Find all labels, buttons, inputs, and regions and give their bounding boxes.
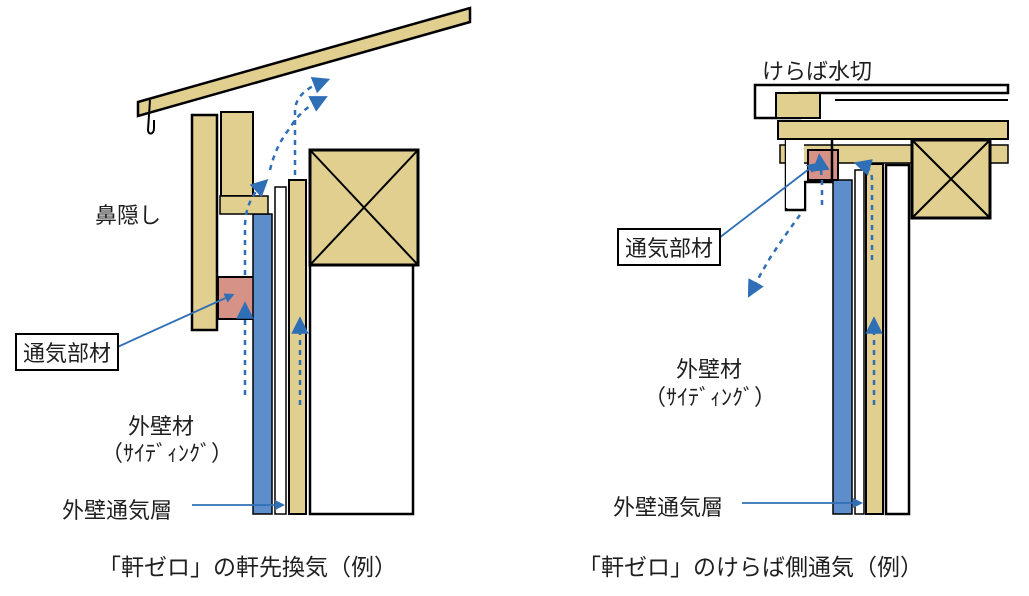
caption-right: 「軒ゼロ」のけらば側通気（例） bbox=[578, 548, 923, 582]
right-diagram bbox=[719, 85, 1008, 514]
diagram-canvas: 鼻隠し 通気部材 外壁材 （ｻｲﾃﾞｨﾝｸﾞ） 外壁通気層 「軒ゼロ」の軒先換気… bbox=[0, 0, 1029, 596]
label-vent-layer-right: 外壁通気層 bbox=[613, 490, 723, 522]
label-vent-part-left: 通気部材 bbox=[15, 333, 119, 371]
label-fascia: 鼻隠し bbox=[95, 198, 161, 230]
label-vent-part-right: 通気部材 bbox=[617, 228, 721, 266]
caption-left: 「軒ゼロ」の軒先換気（例） bbox=[98, 548, 397, 582]
label-drip: けらば水切 bbox=[762, 54, 872, 86]
label-siding-sub-right: （ｻｲﾃﾞｨﾝｸﾞ） bbox=[644, 380, 776, 412]
label-siding-sub-left: （ｻｲﾃﾞｨﾝｸﾞ） bbox=[101, 436, 233, 468]
label-vent-layer-left: 外壁通気層 bbox=[62, 493, 172, 525]
